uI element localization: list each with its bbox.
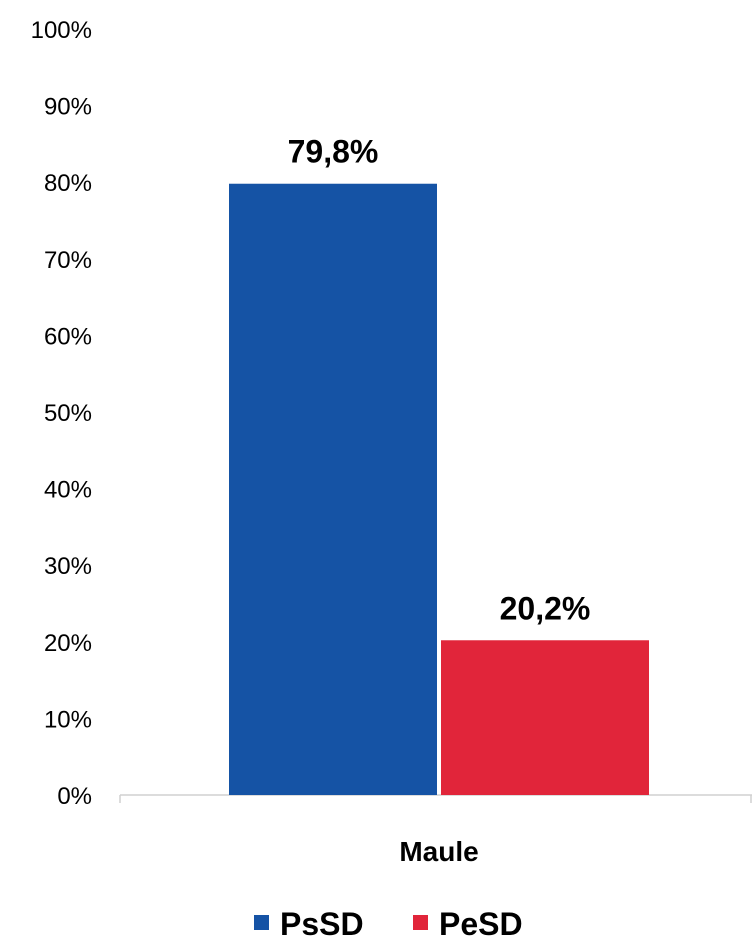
legend-label-pssd: PsSD: [280, 906, 364, 941]
bar-pssd: [229, 183, 437, 795]
bar-pesd: [441, 640, 649, 795]
y-tick-label-50: 50%: [44, 400, 92, 427]
data-labels: 79,8% 20,2%: [288, 134, 591, 627]
y-tick-label-30: 30%: [44, 553, 92, 580]
y-tick-label-20: 20%: [44, 630, 92, 657]
bars: [229, 183, 649, 795]
data-label-pesd: 20,2%: [500, 590, 591, 626]
legend-swatch-pssd: [254, 915, 269, 930]
y-tick-label-10: 10%: [44, 706, 92, 733]
legend-swatch-pesd: [413, 915, 428, 930]
y-tick-label-40: 40%: [44, 477, 92, 504]
y-tick-label-80: 80%: [44, 170, 92, 197]
y-tick-label-70: 70%: [44, 247, 92, 274]
y-tick-label-90: 90%: [44, 94, 92, 121]
data-label-pssd: 79,8%: [288, 134, 379, 170]
y-tick-label-0: 0%: [57, 783, 92, 810]
category-label-maule: Maule: [399, 836, 478, 867]
y-axis-ticks: 0% 10% 20% 30% 40% 50% 60% 70% 80% 90% 100%: [31, 17, 92, 810]
legend: PsSD PeSD: [254, 906, 523, 941]
legend-label-pesd: PeSD: [439, 906, 523, 941]
x-axis-categories: Maule: [399, 836, 478, 867]
y-tick-label-60: 60%: [44, 323, 92, 350]
y-tick-label-100: 100%: [31, 17, 92, 44]
